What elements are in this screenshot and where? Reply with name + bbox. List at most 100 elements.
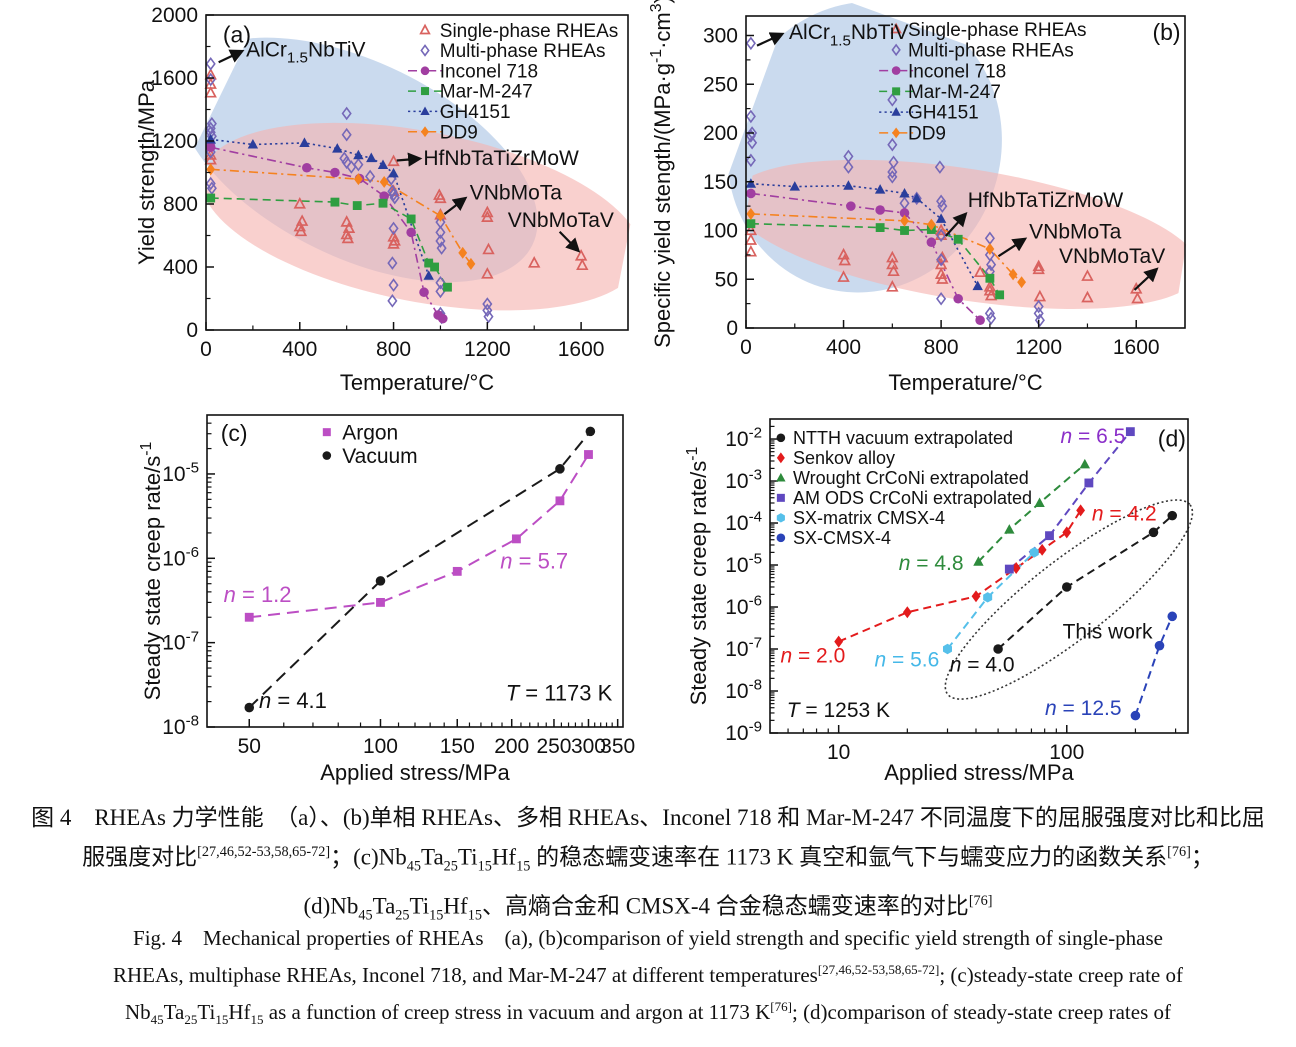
svg-text:10-9: 10-9 [725,719,762,745]
svg-text:150: 150 [440,735,475,758]
svg-text:(a): (a) [223,22,251,48]
svg-text:150: 150 [703,171,738,194]
svg-text:(c): (c) [221,420,248,446]
svg-text:Multi-phase RHEAs: Multi-phase RHEAs [440,41,606,62]
svg-text:0: 0 [726,317,738,340]
caption-cn-line-3: (d)Nb45Ta25Ti15Hf15、高熵合金和 CMSX-4 合金稳态蠕变速… [303,893,993,924]
svg-text:SX-CMSX-4: SX-CMSX-4 [793,528,891,548]
svg-text:n = 6.5: n = 6.5 [1061,425,1126,448]
svg-text:1600: 1600 [1113,336,1160,359]
svg-text:T = 1173 K: T = 1173 K [506,680,613,705]
svg-text:10-2: 10-2 [725,425,762,451]
svg-text:n = 4.2: n = 4.2 [1092,503,1157,526]
svg-text:DD9: DD9 [440,122,478,143]
panel-b-specific-yield-strength-chart: 0 400 800 1200 1600 0 50 100 150 200 250 300 Tempera… [648,0,1210,400]
svg-text:1200: 1200 [151,130,198,153]
svg-text:10: 10 [827,741,850,764]
svg-text:400: 400 [163,256,198,279]
svg-text:n = 4.0: n = 4.0 [950,653,1015,676]
svg-text:Applied stress/MPa: Applied stress/MPa [320,760,510,785]
svg-text:Yield strength/MPa: Yield strength/MPa [134,79,159,265]
svg-text:800: 800 [163,193,198,216]
svg-text:10-5: 10-5 [725,551,762,577]
panel-a-yield-strength-chart: 0 400 800 1200 1600 0 400 800 1200 1600 2000 Temper… [130,0,646,400]
svg-text:200: 200 [494,735,529,758]
svg-text:HfNbTaTiZrMoW: HfNbTaTiZrMoW [968,189,1124,212]
svg-text:Steady state creep rate/s-1: Steady state creep rate/s-1 [684,446,711,705]
svg-text:100: 100 [363,735,398,758]
svg-text:10-4: 10-4 [725,509,762,535]
svg-text:800: 800 [924,336,959,359]
svg-text:Applied stress/MPa: Applied stress/MPa [884,760,1074,785]
svg-text:AlCr1.5NbTiV: AlCr1.5NbTiV [789,21,908,49]
svg-text:100: 100 [1049,741,1084,764]
caption-en-line-4: Nb45Ta25Ti15Hf15, high-entropy alloys an… [0,1036,1296,1047]
svg-text:(d): (d) [1158,425,1186,451]
svg-text:n = 5.7: n = 5.7 [500,549,568,574]
svg-text:GH4151: GH4151 [908,103,979,124]
svg-text:HfNbTaTiZrMoW: HfNbTaTiZrMoW [423,147,579,170]
svg-text:400: 400 [826,336,861,359]
caption-chinese: 图 4 RHEAs 力学性能 （a）、(b)单相 RHEAs、多相 RHEAs、… [0,800,1296,934]
svg-text:n = 5.6: n = 5.6 [875,649,940,672]
svg-text:200: 200 [703,122,738,145]
svg-text:Temperature/°C: Temperature/°C [340,370,494,395]
svg-text:Single-phase RHEAs: Single-phase RHEAs [440,21,618,42]
svg-text:100: 100 [703,220,738,243]
caption-cn-line-1: 图 4 RHEAs 力学性能 （a）、(b)单相 RHEAs、多相 RHEAs、… [31,805,1265,830]
svg-text:1200: 1200 [464,338,511,361]
svg-text:Mar-M-247: Mar-M-247 [908,82,1001,103]
svg-text:1600: 1600 [151,67,198,90]
svg-text:300: 300 [571,735,606,758]
svg-text:AM ODS CrCoNi extrapolated: AM ODS CrCoNi extrapolated [793,488,1032,508]
svg-text:n = 1.2: n = 1.2 [224,582,292,607]
svg-text:Mar-M-247: Mar-M-247 [440,82,533,103]
svg-text:Steady state creep rate/s-1: Steady state creep rate/s-1 [138,441,165,700]
svg-text:1200: 1200 [1015,336,1062,359]
svg-text:400: 400 [282,338,317,361]
svg-text:50: 50 [238,735,261,758]
svg-text:2000: 2000 [151,4,198,27]
svg-text:Argon: Argon [342,422,398,445]
svg-text:10-6: 10-6 [725,593,762,619]
svg-text:n = 4.8: n = 4.8 [899,552,964,575]
svg-text:Vacuum: Vacuum [342,445,417,468]
svg-text:0: 0 [186,319,198,342]
svg-text:Multi-phase RHEAs: Multi-phase RHEAs [908,41,1074,62]
svg-text:n = 2.0: n = 2.0 [780,644,845,667]
svg-text:This work: This work [1063,620,1153,643]
svg-text:AlCr1.5NbTiV: AlCr1.5NbTiV [246,38,365,66]
panel-d-creep-rate-comparison-chart: 10 100 10-9 10-8 10-7 10-6 10-5 10-4 10-3 10-2 App… [680,400,1200,790]
svg-text:50: 50 [715,268,738,291]
panel-c-creep-rate-chart: 50 100 150 200 250 300 350 10-8 10-7 10-6 10-5 Appl… [130,400,646,790]
svg-text:350: 350 [600,735,635,758]
svg-text:10-3: 10-3 [725,467,762,493]
svg-text:n = 4.1: n = 4.1 [259,688,327,713]
svg-text:0: 0 [200,338,212,361]
svg-text:VNbMoTa: VNbMoTa [1029,221,1122,244]
caption-en-line-1: Fig. 4 Mechanical properties of RHEAs (a… [133,926,1163,950]
svg-text:10-7: 10-7 [162,628,199,654]
svg-text:250: 250 [536,735,571,758]
svg-text:Inconel 718: Inconel 718 [908,61,1006,82]
svg-text:VNbMoTaV: VNbMoTaV [508,209,614,232]
svg-text:Senkov alloy: Senkov alloy [793,448,895,468]
svg-text:VNbMoTa: VNbMoTa [470,182,563,205]
caption-en-line-3: Nb45Ta25Ti15Hf15 as a function of creep … [124,999,1171,1028]
svg-text:SX-matrix CMSX-4: SX-matrix CMSX-4 [793,508,945,528]
svg-text:(b): (b) [1152,19,1180,45]
svg-text:10-8: 10-8 [725,677,762,703]
svg-text:800: 800 [376,338,411,361]
svg-text:Temperature/°C: Temperature/°C [888,370,1042,395]
svg-text:GH4151: GH4151 [440,102,511,123]
svg-text:300: 300 [703,25,738,48]
svg-text:1600: 1600 [558,338,605,361]
svg-text:Specific yield stength/(MPa·g-: Specific yield stength/(MPa·g-1·cm3) [650,0,675,348]
svg-text:10-7: 10-7 [725,635,762,661]
svg-text:Inconel 718: Inconel 718 [440,61,538,82]
svg-text:VNbMoTaV: VNbMoTaV [1059,245,1165,268]
svg-text:DD9: DD9 [908,123,946,144]
svg-text:10-5: 10-5 [162,460,199,486]
svg-text:10-6: 10-6 [162,544,199,570]
